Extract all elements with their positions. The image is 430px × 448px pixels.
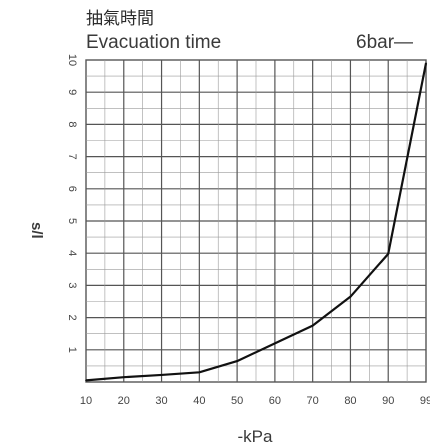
x-axis-label: -kPa xyxy=(238,427,274,446)
x-axis-ticks: 10 20 30 40 50 60 70 80 90 99 xyxy=(80,395,430,407)
series-point xyxy=(85,379,87,382)
series-point xyxy=(236,360,238,362)
series-point xyxy=(122,376,125,378)
x-tick-label: 50 xyxy=(231,395,243,407)
y-axis-ticks: 1 2 3 4 5 6 7 8 9 10 xyxy=(66,54,78,353)
y-tick-label: 10 xyxy=(66,54,78,66)
y-tick-label: 3 xyxy=(66,282,78,288)
y-tick-label: 9 xyxy=(66,89,78,95)
series-point xyxy=(311,324,314,327)
y-tick-label: 1 xyxy=(66,347,78,353)
y-tick-label: 7 xyxy=(66,154,78,160)
y-tick-label: 2 xyxy=(66,315,78,321)
y-tick-label: 5 xyxy=(66,218,78,224)
series-point xyxy=(274,342,276,345)
x-tick-label: 80 xyxy=(344,395,356,407)
x-tick-label: 99 xyxy=(420,395,430,407)
x-tick-label: 60 xyxy=(269,395,281,407)
y-tick-label: 6 xyxy=(66,186,78,192)
y-axis-label: s/l xyxy=(28,222,45,239)
chart-title-jp: 抽氣時間 xyxy=(86,9,154,29)
chart-title: Evacuation time xyxy=(86,32,221,53)
x-tick-label: 70 xyxy=(307,395,319,407)
x-tick-label: 40 xyxy=(193,395,205,407)
series-point xyxy=(387,253,390,255)
x-tick-label: 10 xyxy=(80,395,92,407)
y-tick-label: 4 xyxy=(66,250,78,256)
series-point xyxy=(198,371,201,374)
x-tick-label: 90 xyxy=(382,395,394,407)
series-point xyxy=(349,295,352,298)
x-tick-label: 20 xyxy=(118,395,130,407)
y-tick-label: 8 xyxy=(66,121,78,127)
grid xyxy=(85,59,427,383)
series-line xyxy=(85,63,428,382)
series-point xyxy=(425,62,427,65)
series-points xyxy=(85,62,427,382)
series-label: 6bar— xyxy=(356,32,413,53)
series-point xyxy=(160,374,163,376)
x-tick-label: 30 xyxy=(155,395,167,407)
